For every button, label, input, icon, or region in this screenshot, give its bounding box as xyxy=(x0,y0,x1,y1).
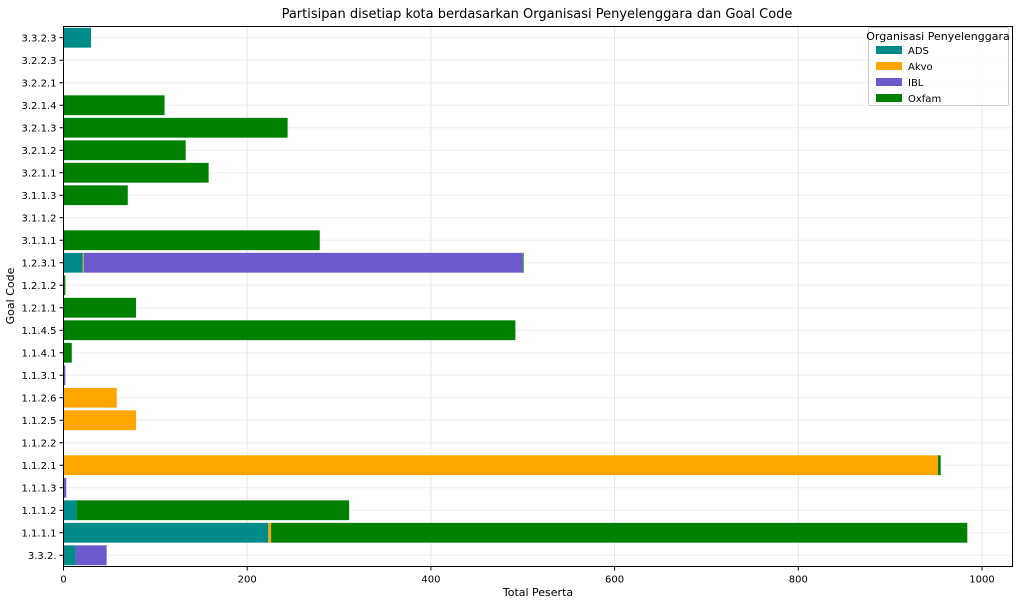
legend-swatch-ibl xyxy=(876,78,902,86)
y-tick-label: 3.2.1.1 xyxy=(22,168,57,179)
bar-ads-3-3-2 xyxy=(63,545,76,566)
y-tick-label: 1.2.1.2 xyxy=(22,281,57,292)
legend-box xyxy=(868,27,1009,106)
y-tick-label: 1.1.4.5 xyxy=(22,326,57,337)
chart-title: Partisipan disetiap kota berdasarkan Org… xyxy=(282,7,793,22)
y-tick-label: 3.1.1.3 xyxy=(22,191,57,202)
bar-oxfam-1-1-2-1 xyxy=(937,455,941,476)
bar-oxfam-1-2-3-1 xyxy=(522,252,524,273)
bar-akvo-1-1-1-1 xyxy=(268,522,272,543)
y-tick-label: 3.2.2.3 xyxy=(22,56,57,67)
legend-swatch-oxfam xyxy=(876,94,902,102)
y-tick-label: 3.1.1.1 xyxy=(22,236,57,247)
x-tick-label: 400 xyxy=(421,575,440,586)
bar-ibl-1-2-3-1 xyxy=(83,252,523,273)
y-tick-label: 1.1.3.1 xyxy=(22,371,57,382)
y-tick-label: 1.1.1.3 xyxy=(22,483,57,494)
bar-oxfam-3-2-1-4 xyxy=(63,95,165,116)
bar-ads-1-1-1-2 xyxy=(63,500,77,521)
legend-label-akvo: Akvo xyxy=(908,62,933,73)
legend-swatch-ads xyxy=(876,46,902,54)
bar-ibl-1-1-3-1 xyxy=(63,365,66,386)
legend-label-ibl: IBL xyxy=(908,78,924,89)
legend-items: ADS Akvo IBL Oxfam xyxy=(876,46,941,105)
bar-ads-1-1-1-1 xyxy=(63,522,269,543)
y-tick-label: 3.2.1.4 xyxy=(22,101,57,112)
y-tick-label: 1.1.1.2 xyxy=(22,506,57,517)
y-tick-label: 3.3.2.3 xyxy=(22,33,57,44)
y-tick-label: 1.2.3.1 xyxy=(22,258,57,269)
y-tick-label: 3.2.2.1 xyxy=(22,78,57,89)
bar-oxfam-3-1-1-3 xyxy=(63,185,128,206)
bar-akvo-1-1-2-5 xyxy=(63,410,137,431)
legend-title: Organisasi Penyelenggara xyxy=(866,30,1010,43)
x-tick-label: 800 xyxy=(789,575,808,586)
y-tick-label: 1.1.2.1 xyxy=(22,461,57,472)
bar-akvo-1-1-2-6 xyxy=(63,387,117,408)
legend-label-oxfam: Oxfam xyxy=(908,94,941,105)
y-tick-label: 3.3.2. xyxy=(28,551,57,562)
bars xyxy=(63,27,968,566)
bar-oxfam-3-2-1-3 xyxy=(63,117,288,138)
y-tick-label: 1.1.2.6 xyxy=(22,393,57,404)
y-tick-label: 3.1.1.2 xyxy=(22,213,57,224)
bar-oxfam-3-2-1-2 xyxy=(63,140,186,161)
x-tick-label: 200 xyxy=(238,575,257,586)
y-tick-label: 1.1.4.1 xyxy=(22,348,57,359)
x-tick-label: 600 xyxy=(605,575,624,586)
bar-ads-1-2-3-1 xyxy=(63,252,83,273)
y-tick-label: 3.2.1.2 xyxy=(22,146,57,157)
axes: 0 200 400 600 800 1000 3.3.2. 1.1.1.1 1.1.1.2 1.1… xyxy=(22,33,995,585)
y-tick-label: 1.1.1.1 xyxy=(22,528,57,539)
bar-oxfam-1-1-1-1 xyxy=(271,522,968,543)
bar-oxfam-1-2-1-1 xyxy=(63,297,137,318)
x-tick-label: 1000 xyxy=(969,575,994,586)
x-axis-label: Total Peserta xyxy=(502,586,573,599)
bar-ibl-3-3-2 xyxy=(75,545,107,566)
plot-frame xyxy=(63,26,1013,567)
legend-swatch-akvo xyxy=(876,62,902,70)
bar-akvo-1-1-2-1 xyxy=(63,455,938,476)
y-axis-label: Goal Code xyxy=(4,267,17,324)
y-tick-label: 3.2.1.3 xyxy=(22,123,57,134)
bar-oxfam-3-1-1-1 xyxy=(63,230,320,251)
bar-oxfam-3-2-1-1 xyxy=(63,162,209,183)
bar-oxfam-1-1-4-1 xyxy=(63,342,72,363)
y-tick-label: 1.1.2.5 xyxy=(22,416,57,427)
legend: Organisasi Penyelenggara ADS Akvo IBL Oxfam xyxy=(866,27,1010,106)
legend-label-ads: ADS xyxy=(908,46,929,57)
x-tick-label: 0 xyxy=(60,575,66,586)
bar-oxfam-1-2-1-2 xyxy=(63,275,66,296)
bar-oxfam-1-1-4-5 xyxy=(63,320,516,341)
y-tick-label: 1.1.2.2 xyxy=(22,438,57,449)
bar-akvo-1-2-3-1 xyxy=(82,252,84,273)
bar-ads-3-3-2-3 xyxy=(63,27,92,48)
y-tick-label: 1.2.1.1 xyxy=(22,303,57,314)
bar-ibl-1-1-1-3 xyxy=(63,477,67,498)
bar-oxfam-1-1-1-2 xyxy=(76,500,350,521)
